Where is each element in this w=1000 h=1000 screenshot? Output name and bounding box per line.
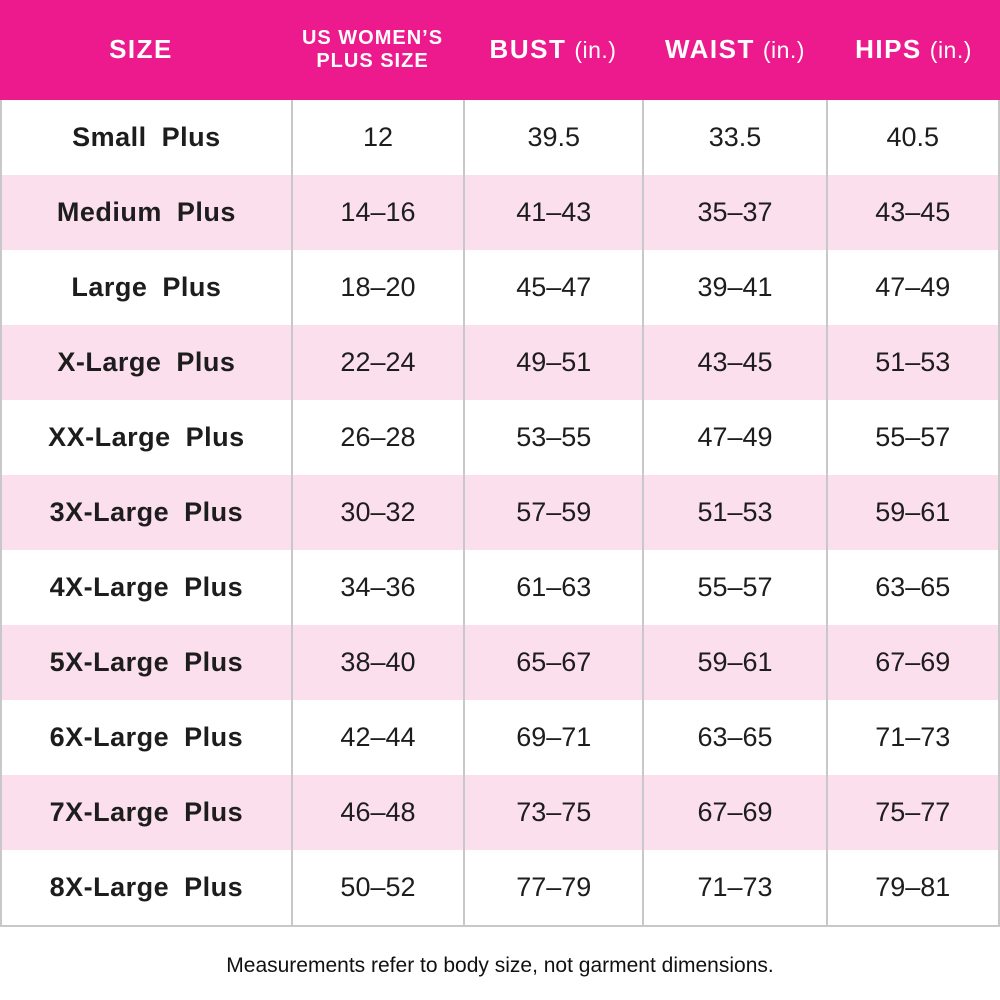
column-header-label: HIPS: [855, 34, 922, 65]
waist-cell: 55–57: [642, 550, 825, 625]
size-cell: 3X-Large Plus: [49, 497, 244, 527]
waist-cell: 59–61: [642, 625, 825, 700]
waist-cell: 63–65: [642, 700, 825, 775]
footnote: Measurements refer to body size, not gar…: [226, 954, 774, 977]
column-header-bust: BUST (in.): [463, 0, 643, 100]
waist-cell: 71–73: [642, 850, 825, 925]
plus-size-cell: 26–28: [290, 400, 463, 475]
bust-cell: 73–75: [463, 775, 642, 850]
table-row: Large Plus 18–20 45–47 39–41 47–49: [2, 250, 998, 325]
table-row: Small Plus 12 39.5 33.5 40.5: [2, 100, 998, 175]
column-header-label: SIZE: [109, 34, 173, 65]
bust-cell: 69–71: [463, 700, 642, 775]
column-header-waist: WAIST (in.): [643, 0, 827, 100]
hips-cell: 47–49: [825, 250, 998, 325]
hips-cell: 75–77: [825, 775, 998, 850]
hips-cell: 59–61: [825, 475, 998, 550]
table-row: X-Large Plus 22–24 49–51 43–45 51–53: [2, 325, 998, 400]
table-header-row: SIZE US WOMEN’S PLUS SIZE BUST (in.) WAIS…: [0, 0, 1000, 100]
bust-cell: 41–43: [463, 175, 642, 250]
bust-cell: 53–55: [463, 400, 642, 475]
table-row: 8X-Large Plus 50–52 77–79 71–73 79–81: [2, 850, 998, 925]
plus-size-cell: 18–20: [290, 250, 463, 325]
size-cell: Medium Plus: [56, 197, 236, 227]
bust-cell: 57–59: [463, 475, 642, 550]
table-row: 3X-Large Plus 30–32 57–59 51–53 59–61: [2, 475, 998, 550]
hips-cell: 71–73: [825, 700, 998, 775]
waist-cell: 35–37: [642, 175, 825, 250]
column-header-unit: (in.): [574, 36, 617, 63]
table-row: XX-Large Plus 26–28 53–55 47–49 55–57: [2, 400, 998, 475]
table-row: 7X-Large Plus 46–48 73–75 67–69 75–77: [2, 775, 998, 850]
plus-size-cell: 30–32: [290, 475, 463, 550]
bust-cell: 45–47: [463, 250, 642, 325]
bust-cell: 77–79: [463, 850, 642, 925]
waist-cell: 47–49: [642, 400, 825, 475]
column-header-us-plus-size: US WOMEN’S PLUS SIZE: [290, 0, 463, 100]
column-header-label: BUST: [489, 34, 567, 65]
bust-cell: 65–67: [463, 625, 642, 700]
size-cell: 6X-Large Plus: [49, 722, 244, 752]
hips-cell: 55–57: [825, 400, 998, 475]
bust-cell: 49–51: [463, 325, 642, 400]
waist-cell: 67–69: [642, 775, 825, 850]
plus-size-cell: 22–24: [290, 325, 463, 400]
column-header-hips: HIPS (in.): [827, 0, 1000, 100]
hips-cell: 63–65: [825, 550, 998, 625]
column-header-label: WAIST: [665, 34, 755, 65]
plus-size-cell: 38–40: [290, 625, 463, 700]
table-row: 4X-Large Plus 34–36 61–63 55–57 63–65: [2, 550, 998, 625]
table-row: 5X-Large Plus 38–40 65–67 59–61 67–69: [2, 625, 998, 700]
plus-size-cell: 14–16: [290, 175, 463, 250]
size-cell: 4X-Large Plus: [49, 572, 244, 602]
waist-cell: 33.5: [642, 100, 825, 175]
hips-cell: 43–45: [825, 175, 998, 250]
bust-cell: 39.5: [463, 100, 642, 175]
bust-cell: 61–63: [463, 550, 642, 625]
plus-size-cell: 34–36: [290, 550, 463, 625]
size-cell: 8X-Large Plus: [49, 872, 244, 902]
size-cell: 5X-Large Plus: [49, 647, 244, 677]
hips-cell: 79–81: [825, 850, 998, 925]
table-row: 6X-Large Plus 42–44 69–71 63–65 71–73: [2, 700, 998, 775]
plus-size-cell: 50–52: [290, 850, 463, 925]
column-header-label: US WOMEN’S PLUS SIZE: [301, 27, 444, 72]
plus-size-cell: 12: [290, 100, 463, 175]
hips-cell: 67–69: [825, 625, 998, 700]
waist-cell: 39–41: [642, 250, 825, 325]
column-header-unit: (in.): [762, 36, 805, 63]
size-cell: Small Plus: [72, 122, 221, 152]
plus-size-cell: 46–48: [290, 775, 463, 850]
size-cell: Large Plus: [71, 272, 222, 302]
column-header-size: SIZE: [0, 0, 290, 100]
waist-cell: 43–45: [642, 325, 825, 400]
size-cell: XX-Large Plus: [48, 422, 245, 452]
column-header-unit: (in.): [929, 36, 972, 63]
plus-size-cell: 42–44: [290, 700, 463, 775]
table-body: Small Plus 12 39.5 33.5 40.5 Medium Plus…: [0, 100, 1000, 927]
hips-cell: 51–53: [825, 325, 998, 400]
size-cell: X-Large Plus: [57, 347, 236, 377]
table-row: Medium Plus 14–16 41–43 35–37 43–45: [2, 175, 998, 250]
size-cell: 7X-Large Plus: [49, 797, 244, 827]
waist-cell: 51–53: [642, 475, 825, 550]
hips-cell: 40.5: [825, 100, 998, 175]
